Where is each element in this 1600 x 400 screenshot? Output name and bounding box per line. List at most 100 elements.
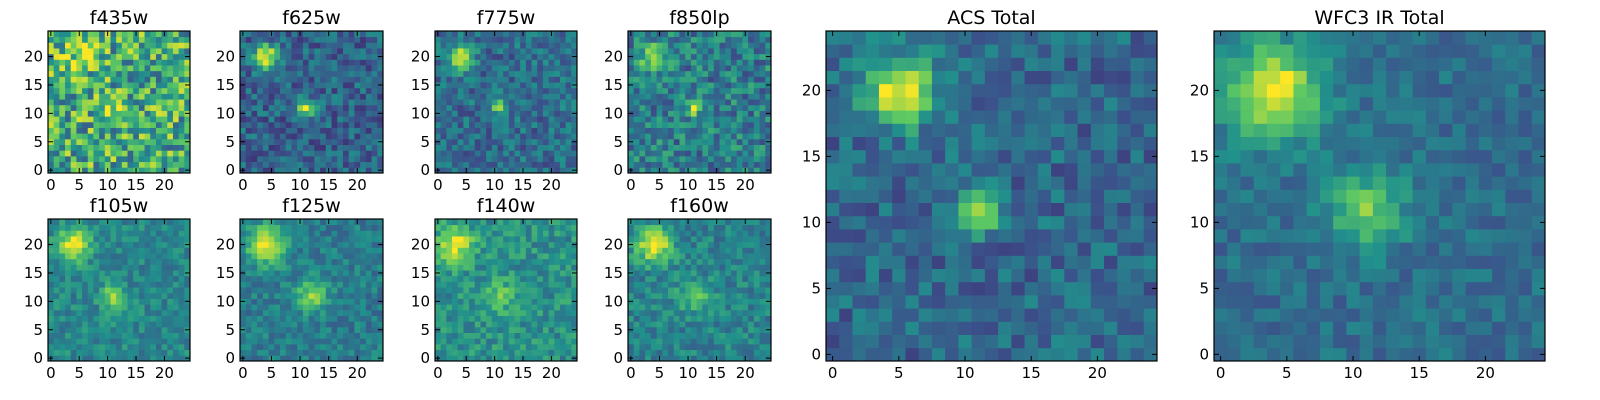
heatmap-cell xyxy=(662,59,669,66)
heatmap-cell xyxy=(463,230,470,237)
heatmap-cell xyxy=(302,343,310,351)
heatmap-cell xyxy=(172,298,180,305)
heatmap-cell xyxy=(662,281,669,288)
heatmap-cell xyxy=(262,298,269,305)
heatmap-cell xyxy=(633,93,640,100)
heatmap-cell xyxy=(110,70,117,77)
heatmap-cell xyxy=(537,87,544,94)
heatmap-cell xyxy=(70,338,77,345)
heatmap-cell xyxy=(121,224,128,231)
heatmap-cell xyxy=(348,355,355,362)
heatmap-cell xyxy=(685,338,692,345)
heatmap-cell xyxy=(537,59,544,66)
heatmap-cell xyxy=(257,155,264,163)
heatmap-cell xyxy=(348,304,355,311)
heatmap-cell xyxy=(70,236,77,243)
heatmap-cell xyxy=(673,343,680,351)
heatmap-cell xyxy=(251,315,258,322)
heatmap-cell xyxy=(469,144,476,151)
heatmap-cell xyxy=(520,93,527,100)
heatmap-cell xyxy=(457,304,464,311)
heatmap-cell xyxy=(480,59,487,66)
heatmap-cell xyxy=(668,116,675,123)
heatmap-cell xyxy=(144,133,151,140)
heatmap-cell xyxy=(240,253,247,260)
heatmap-cell xyxy=(730,338,738,345)
heatmap-cell xyxy=(668,104,675,111)
heatmap-cell xyxy=(280,258,287,265)
heatmap-cell xyxy=(474,167,481,174)
panel-title: f850lp xyxy=(669,7,729,29)
heatmap-cell xyxy=(480,150,487,157)
heatmap-cells xyxy=(240,31,384,174)
heatmap-cell xyxy=(542,138,549,145)
heatmap-cell xyxy=(730,292,738,299)
heatmap-cell xyxy=(668,127,675,134)
heatmap-cell xyxy=(486,82,493,89)
heatmap-cell xyxy=(274,315,281,322)
heatmap-cell xyxy=(446,42,453,49)
heatmap-cell xyxy=(645,349,652,356)
heatmap-cell xyxy=(302,127,310,134)
heatmap-cell xyxy=(548,349,555,356)
heatmap-cell xyxy=(365,65,372,72)
heatmap-cell xyxy=(348,287,355,294)
heatmap-cell xyxy=(354,230,361,237)
heatmap-cell xyxy=(291,321,298,328)
heatmap-cell xyxy=(172,93,180,100)
heatmap-cell xyxy=(759,315,766,322)
heatmap-cell xyxy=(690,298,698,305)
heatmap-cell xyxy=(559,59,567,66)
heatmap-cell xyxy=(639,116,646,123)
heatmap-cell xyxy=(360,59,367,66)
heatmap-cell xyxy=(725,298,732,305)
heatmap-cell xyxy=(285,258,292,265)
heatmap-cell xyxy=(371,104,378,111)
heatmap-cell xyxy=(320,116,327,123)
heatmap-cell xyxy=(497,332,504,339)
heatmap-cell xyxy=(559,53,567,60)
heatmap-cell xyxy=(87,110,94,117)
heatmap-cell xyxy=(508,36,515,43)
heatmap-cell xyxy=(491,230,498,237)
heatmap-cell xyxy=(342,304,350,311)
heatmap-cell xyxy=(76,121,83,128)
heatmap-cell xyxy=(314,292,321,299)
heatmap-cell xyxy=(525,93,532,100)
heatmap-cell xyxy=(59,87,66,94)
x-tick-label: 5 xyxy=(74,176,84,194)
heatmap-cell xyxy=(325,241,332,248)
heatmap-cell xyxy=(753,104,760,111)
heatmap-cell xyxy=(297,304,304,311)
heatmap-cell xyxy=(70,264,77,271)
heatmap-cell xyxy=(274,110,281,117)
heatmap-cell xyxy=(257,104,264,111)
heatmap-cell xyxy=(99,241,106,248)
heatmap-cell xyxy=(320,270,327,277)
heatmap-cell xyxy=(371,161,378,168)
heatmap-cell xyxy=(753,167,760,174)
heatmap-cell xyxy=(116,36,123,43)
heatmap-cell xyxy=(554,167,561,174)
heatmap-cell xyxy=(348,338,355,345)
heatmap-cell xyxy=(554,87,561,94)
heatmap-cell xyxy=(685,275,692,282)
heatmap-cell xyxy=(53,321,60,328)
heatmap-cell xyxy=(348,309,355,316)
heatmap-cell xyxy=(99,144,106,151)
heatmap-cell xyxy=(331,326,338,333)
heatmap-cell xyxy=(452,332,459,339)
heatmap-cell xyxy=(76,281,83,288)
heatmap-cell xyxy=(155,315,162,322)
heatmap-cell xyxy=(70,53,77,60)
heatmap-cell xyxy=(748,343,755,351)
heatmap-cell xyxy=(297,87,304,94)
heatmap-cell xyxy=(748,332,755,339)
heatmap-cell xyxy=(365,161,372,168)
heatmap-cell xyxy=(178,150,185,157)
heatmap-cell xyxy=(65,264,72,271)
heatmap-cell xyxy=(565,70,572,77)
heatmap-cell xyxy=(240,258,247,265)
heatmap-cell xyxy=(150,236,157,243)
heatmap-cell xyxy=(365,36,372,43)
